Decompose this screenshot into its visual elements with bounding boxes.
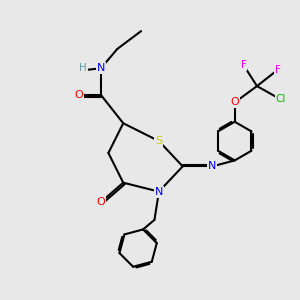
- Text: O: O: [74, 90, 83, 100]
- Text: Cl: Cl: [276, 94, 286, 104]
- Text: H: H: [79, 63, 87, 73]
- Text: F: F: [241, 60, 247, 70]
- Text: N: N: [208, 161, 217, 171]
- Text: S: S: [155, 136, 163, 146]
- Text: N: N: [97, 63, 105, 73]
- Text: O: O: [97, 197, 105, 207]
- Text: F: F: [275, 65, 281, 75]
- Text: N: N: [155, 187, 163, 196]
- Text: O: O: [230, 98, 239, 107]
